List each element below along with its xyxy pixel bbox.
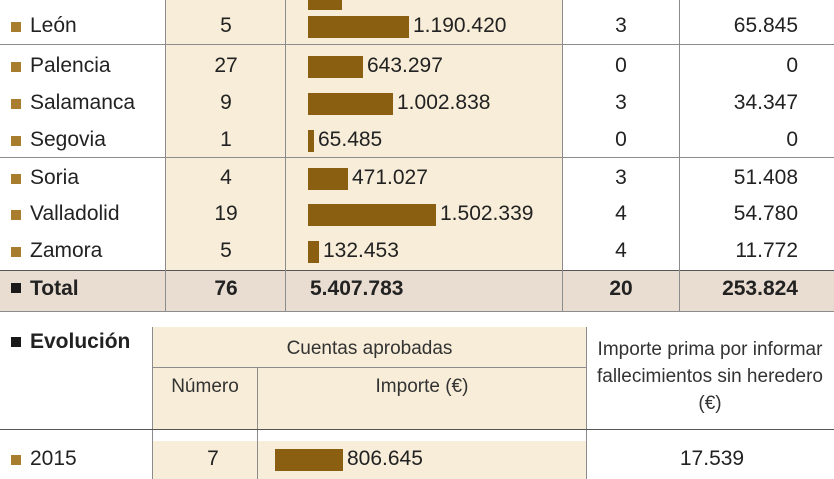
province-prima: 34.347	[733, 91, 798, 114]
evolucion-divider-mid	[257, 367, 258, 479]
province-prima: 0	[786, 128, 798, 151]
province-name: Segovia	[30, 128, 106, 151]
header-numero: Número	[171, 376, 239, 397]
evolucion-header-band	[153, 327, 586, 429]
evolucion-title: Evolución	[30, 330, 131, 353]
province-prima: 51.408	[733, 166, 798, 189]
total-label: Total	[30, 277, 79, 300]
total-importe: 5.407.783	[310, 277, 404, 300]
evolucion-bullet-icon	[11, 337, 21, 347]
province-importe-bar	[308, 168, 348, 190]
province-importe-bar	[308, 204, 436, 226]
province-fallecidos: 3	[615, 91, 627, 114]
province-importe-bar	[308, 56, 363, 78]
total-numero: 76	[214, 277, 238, 300]
province-name: Soria	[30, 166, 80, 189]
header-importe: Importe (€)	[375, 376, 469, 397]
province-importe-bar	[308, 241, 319, 263]
separator-total-bottom	[0, 311, 834, 312]
province-importe-bar	[308, 16, 409, 38]
numero-column-band	[165, 0, 285, 270]
divider-3	[562, 0, 563, 312]
header-importe-prima: Importe prima por informar fallecimiento…	[596, 339, 823, 414]
year-prima: 17.539	[679, 447, 745, 470]
year-label: 2015	[30, 447, 77, 470]
province-bullet-icon	[11, 22, 21, 32]
province-importe-value: 1.502.339	[440, 202, 534, 225]
divider-4	[679, 0, 680, 312]
divider-1	[165, 0, 166, 312]
province-name: Valladolid	[30, 202, 120, 225]
province-fallecidos: 3	[615, 14, 627, 37]
province-importe-value: 65.485	[318, 128, 383, 151]
province-bullet-icon	[11, 136, 21, 146]
province-bullet-icon	[11, 210, 21, 220]
total-row-band	[0, 270, 834, 312]
province-importe-bar	[308, 93, 393, 115]
year-importe-bar	[275, 449, 343, 471]
separator-top	[0, 44, 834, 45]
province-fallecidos: 4	[615, 202, 627, 225]
province-numero: 9	[220, 91, 232, 114]
province-numero: 5	[220, 239, 232, 262]
province-bullet-icon	[11, 247, 21, 257]
header-cuentas-aprobadas: Cuentas aprobadas	[286, 338, 453, 359]
year-importe-value: 806.645	[347, 447, 423, 470]
province-importe-value: 132.453	[323, 239, 399, 262]
year-bullet-icon	[11, 455, 21, 465]
total-fallecidos: 20	[609, 277, 633, 300]
evolucion-divider-right	[586, 327, 587, 479]
province-name: Zamora	[30, 239, 103, 262]
province-bullet-icon	[11, 62, 21, 72]
province-prima: 65.845	[733, 14, 798, 37]
province-importe-value: 1.190.420	[413, 14, 507, 37]
province-numero: 4	[220, 166, 232, 189]
province-name: León	[30, 14, 77, 37]
province-numero: 27	[214, 54, 238, 77]
province-numero: 1	[220, 128, 232, 151]
province-prima: 0	[786, 54, 798, 77]
evolucion-header-bottom	[0, 429, 834, 430]
province-fallecidos: 0	[615, 54, 627, 77]
divider-2	[285, 0, 286, 312]
province-numero: 5	[220, 14, 232, 37]
province-prima: 11.772	[735, 239, 798, 262]
province-name: Salamanca	[30, 91, 136, 114]
cropped-bar	[308, 0, 342, 10]
province-fallecidos: 3	[615, 166, 627, 189]
separator-middle	[0, 157, 834, 158]
province-fallecidos: 0	[615, 128, 627, 151]
evolucion-divider-left	[152, 327, 153, 479]
province-fallecidos: 4	[615, 239, 627, 262]
province-name: Palencia	[30, 54, 111, 77]
separator-total-top	[0, 270, 834, 271]
province-prima: 54.780	[733, 202, 798, 225]
evolucion-data-band	[153, 441, 586, 479]
province-importe-value: 1.002.838	[397, 91, 491, 114]
evolucion-header-line	[153, 367, 586, 368]
province-bullet-icon	[11, 99, 21, 109]
province-bullet-icon	[11, 174, 21, 184]
province-importe-value: 643.297	[367, 54, 443, 77]
total-bullet-icon	[11, 283, 21, 293]
province-numero: 19	[214, 202, 238, 225]
province-importe-value: 471.027	[352, 166, 428, 189]
year-numero: 7	[207, 447, 219, 470]
total-prima: 253.824	[722, 277, 798, 300]
province-importe-bar	[308, 130, 314, 152]
